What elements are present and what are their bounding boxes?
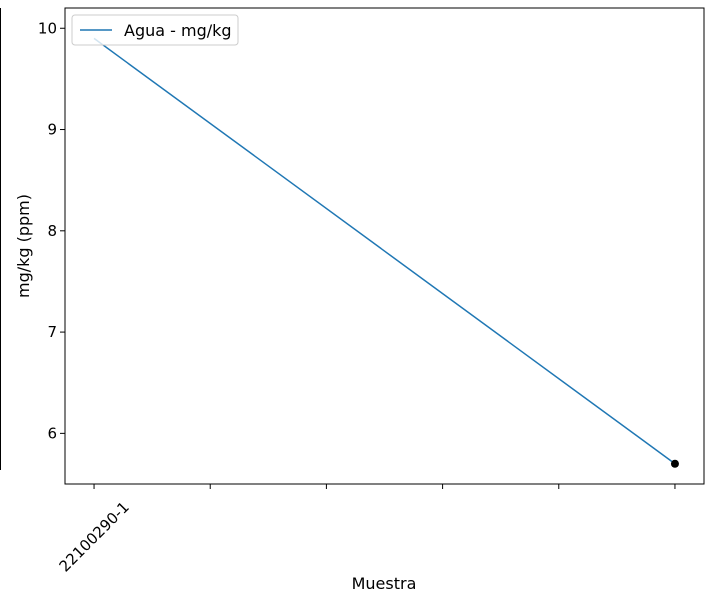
x-axis-label: Muestra	[352, 574, 417, 593]
y-tick-label: 10	[38, 19, 57, 37]
legend-entry-label: Agua - mg/kg	[124, 21, 232, 40]
y-axis-label: mg/kg (ppm)	[14, 194, 33, 298]
plot-area	[64, 7, 705, 485]
x-axis-ticks: 22100290-1	[56, 484, 676, 575]
y-tick-label: 7	[47, 323, 57, 341]
x-tick-label: 22100290-1	[56, 498, 133, 575]
series-line	[93, 37, 676, 465]
y-tick-label: 8	[47, 222, 57, 240]
y-tick-label: 6	[47, 424, 57, 442]
axes-frame	[64, 7, 705, 485]
series-layer	[93, 37, 679, 468]
legend-box	[71, 14, 239, 46]
y-tick-label: 9	[47, 121, 57, 139]
highlight-point	[670, 459, 679, 468]
y-axis-ticks: 6 7 8 9 10	[38, 19, 65, 442]
legend: Agua - mg/kg	[71, 14, 239, 46]
